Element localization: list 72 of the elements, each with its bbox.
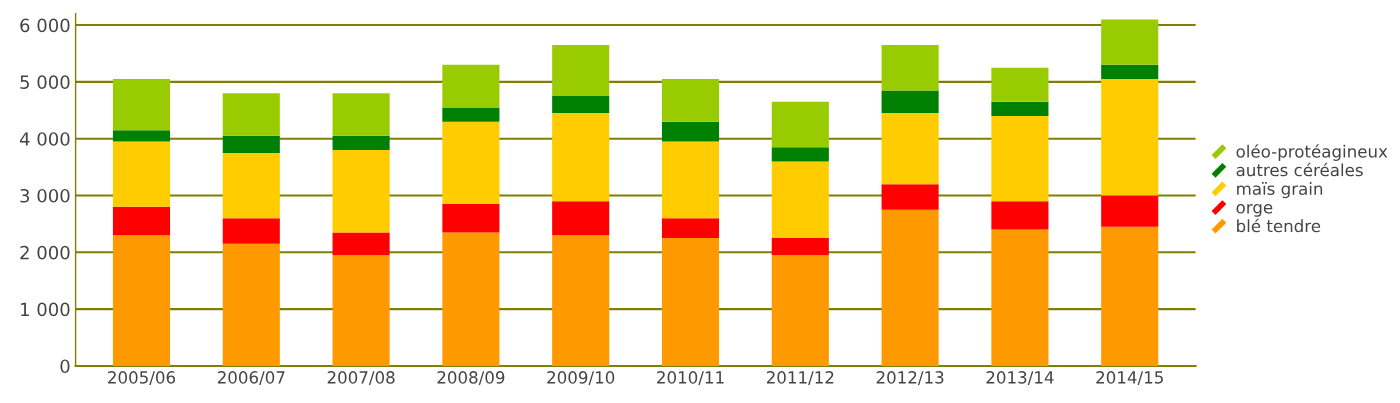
y-tick-label: 3 000 <box>20 188 70 203</box>
bar <box>332 255 390 366</box>
legend-label: autres céréales <box>1236 162 1363 177</box>
x-tick-label: 2011/12 <box>766 371 834 385</box>
bar <box>222 93 280 136</box>
bar <box>552 113 610 202</box>
bar <box>552 201 610 236</box>
bar <box>771 238 829 256</box>
x-tick-label: 2009/10 <box>547 371 615 385</box>
bar <box>881 209 939 366</box>
bar <box>1101 226 1159 366</box>
y-tick-label: 2 000 <box>20 245 70 260</box>
bar <box>442 64 500 108</box>
bar <box>881 44 939 91</box>
bar <box>552 44 610 97</box>
bar <box>222 152 280 219</box>
bar <box>112 141 171 207</box>
bar <box>442 121 500 205</box>
bar <box>991 101 1049 116</box>
x-tick-label: 2008/09 <box>437 371 505 385</box>
bar <box>222 243 280 366</box>
y-tick-label: 1 000 <box>21 302 70 317</box>
bar <box>661 141 720 219</box>
bar <box>991 229 1049 366</box>
bar <box>991 115 1049 202</box>
y-tick-label: 6 000 <box>20 18 70 33</box>
bar <box>1101 19 1159 65</box>
bar <box>771 147 829 162</box>
bar <box>442 107 500 122</box>
bar <box>112 235 171 366</box>
bar <box>112 130 171 142</box>
legend-label: maïs grain <box>1237 182 1323 199</box>
bar <box>332 150 390 233</box>
bar <box>991 201 1049 230</box>
y-tick-label: 0 <box>60 359 70 374</box>
x-tick-label: 2007/08 <box>327 371 395 385</box>
bar <box>332 232 390 256</box>
bar <box>771 161 829 239</box>
bar <box>552 96 610 114</box>
bar <box>1101 64 1159 80</box>
bar <box>661 79 720 122</box>
bar <box>881 113 939 185</box>
bar <box>771 101 829 148</box>
y-tick-label: 5 000 <box>20 75 70 89</box>
bar <box>552 235 610 366</box>
bar <box>332 135 390 151</box>
bar <box>1101 195 1159 227</box>
bar <box>661 238 720 366</box>
bar <box>661 218 720 239</box>
bar <box>991 67 1049 102</box>
bar <box>661 121 720 142</box>
x-tick-label: 2013/14 <box>986 371 1054 385</box>
x-tick-label: 2005/06 <box>108 371 176 385</box>
y-tick-label: 4 000 <box>19 132 70 146</box>
legend-label: orge <box>1236 204 1273 217</box>
bar <box>881 184 939 210</box>
x-tick-label: 2010/11 <box>657 371 724 385</box>
x-tick-label: 2014/15 <box>1096 371 1163 385</box>
bar <box>1101 79 1159 196</box>
legend-label: blé tendre <box>1237 218 1321 233</box>
bar <box>332 93 390 136</box>
x-tick-label: 2012/13 <box>876 371 944 385</box>
bar <box>112 79 171 131</box>
x-tick-label: 2006/07 <box>217 371 285 385</box>
bar <box>222 218 280 244</box>
bar <box>112 206 171 236</box>
bar <box>881 90 939 114</box>
bar <box>442 232 500 366</box>
bar <box>771 255 829 366</box>
legend-label: oléo-protéagineux <box>1236 144 1388 161</box>
bar <box>442 204 500 233</box>
bar <box>222 135 280 153</box>
